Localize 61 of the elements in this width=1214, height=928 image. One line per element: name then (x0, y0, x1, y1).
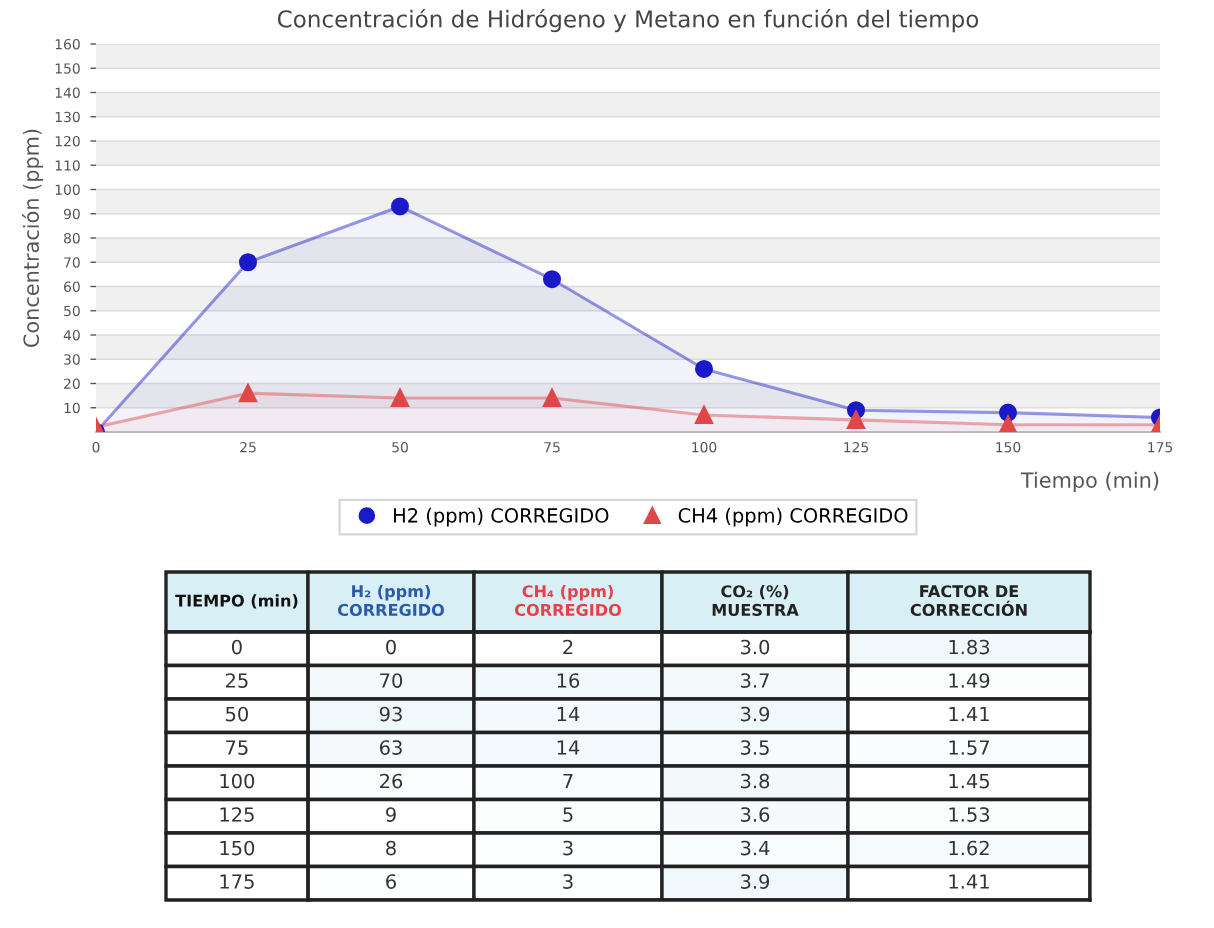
legend-label: CH4 (ppm) CORREGIDO (678, 507, 908, 527)
data-label: 6 (386, 874, 396, 889)
x-tick-label: CO₂ (%) MUESTRA (712, 584, 799, 616)
y-tick-label: 100 (220, 773, 255, 789)
data-label: 1.62 (949, 840, 989, 856)
data-label: 26 (380, 773, 403, 789)
y-tick-label: 0 (231, 639, 242, 655)
data-label: 1.53 (949, 807, 990, 822)
data-label: 1.57 (949, 740, 989, 755)
y-tick-label: 150 (220, 840, 255, 856)
data-label: 1.83 (949, 639, 990, 655)
data-label: 9 (386, 807, 396, 822)
point (694, 406, 714, 425)
point (694, 359, 714, 378)
data-label: 3 (563, 874, 573, 889)
point (998, 403, 1018, 422)
data-label: 3.4 (741, 840, 770, 856)
data-label: 3.9 (741, 706, 770, 722)
data-label: 3.8 (741, 773, 770, 789)
y-axis-title: TIEMPO (min) (175, 594, 298, 609)
y-tick-label: 50 (226, 706, 248, 722)
data-label: 3.5 (741, 740, 769, 755)
data-label: 3.6 (741, 807, 770, 822)
data-label: 3.9 (741, 874, 770, 889)
data-label: 1.41 (949, 706, 989, 722)
x-axis-title: Tiempo (min) (1020, 471, 1159, 492)
data-label: 2 (563, 639, 573, 655)
point (542, 389, 562, 408)
y-tick-label: 75 (226, 740, 248, 755)
y-tick-label: 175 (220, 874, 254, 889)
point (390, 197, 410, 216)
data-label: 70 (380, 673, 403, 688)
data-label: 16 (557, 673, 580, 688)
y-tick-label: 125 (220, 807, 254, 822)
data-label: 7 (563, 773, 573, 789)
data-label: 3 (563, 840, 573, 856)
y-tick-label: 25 (225, 673, 248, 688)
y-axis-title: Concentración (ppm) (22, 129, 44, 347)
x-tick-label: FACTOR DE CORRECCIÓN (910, 585, 1027, 616)
point (238, 384, 258, 403)
point (238, 253, 258, 272)
data-label: 1.41 (949, 874, 989, 889)
data-label: 1.45 (949, 773, 989, 789)
data-label: 3.0 (741, 639, 770, 655)
legend-label: H2 (ppm) CORREGIDO (394, 507, 609, 527)
data-label: 0 (386, 639, 396, 655)
data-label: 5 (563, 807, 573, 822)
x-tick-label: H₂ (ppm) CORREGIDO (337, 584, 444, 616)
x-tick-label: CH₄ (ppm) CORREGIDO (514, 584, 621, 616)
data-label: 1.49 (949, 673, 990, 688)
data-label: 93 (379, 706, 402, 722)
data-label: 63 (379, 740, 402, 755)
chart-title: Concentración de Hidrógeno y Metano en función del tiempo (277, 8, 979, 33)
data-label: 14 (557, 706, 580, 722)
point (390, 389, 410, 408)
point (846, 410, 866, 429)
data-label: 3.7 (741, 673, 769, 688)
data-label: 14 (557, 740, 580, 755)
point (998, 415, 1018, 432)
data-label: 8 (386, 840, 396, 856)
point (542, 270, 562, 289)
